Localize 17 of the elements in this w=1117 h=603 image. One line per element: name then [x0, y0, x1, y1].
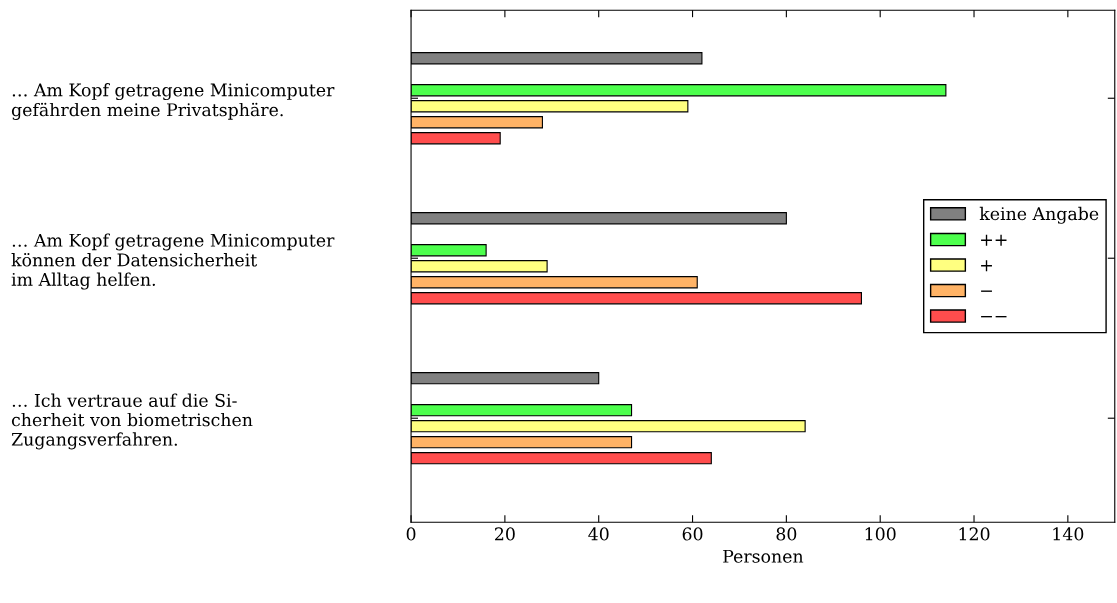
legend-label: keine Angabe — [979, 206, 1099, 224]
x-tick-label: 100 — [865, 527, 896, 541]
x-tick-label: 40 — [588, 527, 609, 541]
legend-label: + — [981, 260, 992, 272]
x-tick-label: 0 — [406, 527, 416, 541]
x-axis-title: Personen — [723, 549, 804, 563]
y-tick-label: … Am Kopf getragene Minicomputer können der Datensicherheit im Alltag helfen. — [11, 233, 335, 290]
x-tick-label: 120 — [959, 527, 990, 541]
legend-label: ++ — [981, 234, 1007, 246]
x-tick-label: 140 — [1053, 527, 1084, 541]
y-tick-label: … Ich vertraue auf die Si- cherheit von biometrischen Zugangsverfahren. — [11, 393, 253, 450]
x-tick-label: 60 — [682, 527, 703, 541]
legend-label: −− — [981, 315, 1007, 318]
x-tick-label: 20 — [495, 527, 515, 541]
y-tick-label: … Am Kopf getragene Minicomputer gefährden meine Privatsphäre. — [11, 83, 335, 120]
legend-label: − — [981, 290, 992, 292]
x-tick-label: 80 — [776, 527, 797, 541]
